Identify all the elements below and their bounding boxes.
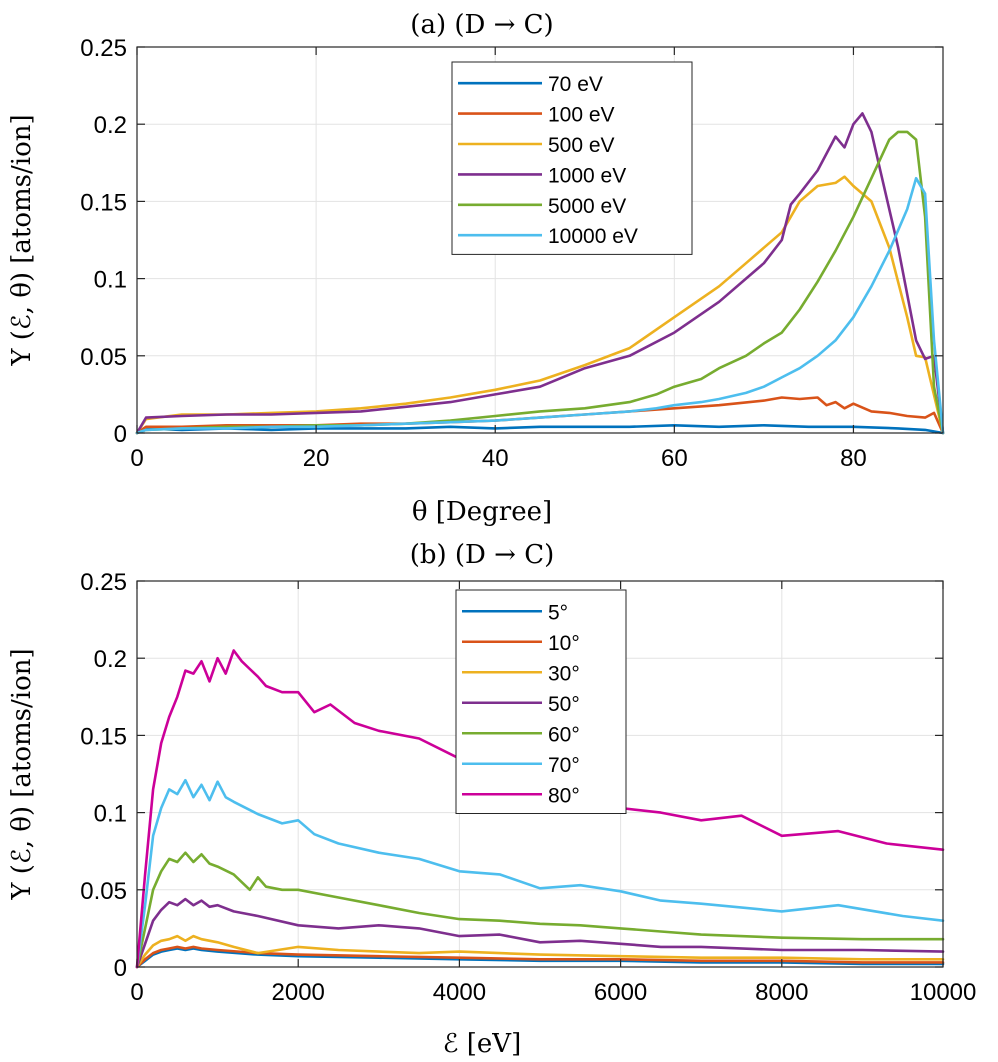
chart-title: (a) (D → C) bbox=[410, 10, 553, 40]
x-axis-label: ℰ [eV] bbox=[443, 1029, 521, 1059]
legend-box bbox=[451, 61, 693, 255]
y-tick-label: 0 bbox=[114, 421, 127, 448]
x-tick-label: 60 bbox=[661, 445, 688, 472]
legend-label: 60° bbox=[548, 723, 580, 746]
legend: 70 eV 100 eV 500 eV 1000 eV 5000 eV 10000 eV bbox=[451, 61, 693, 255]
y-tick-label: 0.25 bbox=[80, 569, 127, 596]
chart-panel-b: 0 2000 4000 6000 8000 10000 0 0.05 0.1 0.15 0.2 0.2… bbox=[7, 540, 976, 1059]
chart-title: (b) (D → C) bbox=[410, 540, 555, 570]
legend-label: 10000 eV bbox=[548, 225, 638, 248]
x-tick-label: 40 bbox=[482, 445, 509, 472]
series-line-500-ev bbox=[135, 175, 945, 435]
x-tick-label: 80 bbox=[840, 445, 867, 472]
y-tick-label: 0.15 bbox=[80, 189, 127, 216]
legend-label: 100 eV bbox=[548, 104, 615, 127]
x-tick-label: 6000 bbox=[594, 979, 647, 1006]
series-line-10- bbox=[135, 945, 945, 969]
legend-label: 30° bbox=[548, 662, 580, 685]
y-tick-label: 0.2 bbox=[94, 646, 127, 673]
y-tick-label: 0.05 bbox=[80, 344, 127, 371]
legend-label: 5000 eV bbox=[548, 195, 626, 218]
x-tick-label: 0 bbox=[130, 445, 143, 472]
series-line-30- bbox=[135, 934, 945, 969]
legend-label: 70° bbox=[548, 754, 580, 777]
series-line-60- bbox=[135, 851, 945, 969]
series-line-80- bbox=[135, 649, 945, 969]
x-tick-label: 0 bbox=[130, 979, 143, 1006]
x-tick-label: 8000 bbox=[755, 979, 808, 1006]
series-line-50- bbox=[135, 897, 945, 969]
series-line-70- bbox=[135, 778, 945, 969]
y-axis-label: Y (ℰ, θ) [atoms/ion] bbox=[7, 114, 37, 366]
series-line-5- bbox=[135, 947, 945, 969]
y-tick-label: 0.2 bbox=[94, 112, 127, 139]
y-tick-label: 0.1 bbox=[94, 801, 127, 828]
legend: 5° 10° 30° 50° 60° 70° 80° bbox=[455, 589, 627, 814]
legend-label: 80° bbox=[548, 784, 580, 807]
legend-label: 50° bbox=[548, 693, 580, 716]
y-tick-label: 0.15 bbox=[80, 723, 127, 750]
x-tick-label: 10000 bbox=[910, 979, 977, 1006]
y-axis-label: Y (ℰ, θ) [atoms/ion] bbox=[7, 648, 37, 900]
x-axis-label: θ [Degree] bbox=[412, 497, 552, 527]
x-tick-label: 20 bbox=[303, 445, 330, 472]
legend-label: 70 eV bbox=[548, 73, 603, 96]
x-tick-label: 2000 bbox=[272, 979, 325, 1006]
axes-box bbox=[136, 580, 944, 968]
y-tick-label: 0.1 bbox=[94, 267, 127, 294]
legend-label: 5° bbox=[548, 601, 568, 624]
legend-label: 1000 eV bbox=[548, 164, 626, 187]
y-tick-label: 0.05 bbox=[80, 878, 127, 905]
axes-box bbox=[136, 46, 944, 434]
x-tick-label: 4000 bbox=[433, 979, 486, 1006]
y-tick-label: 0 bbox=[114, 955, 127, 982]
chart-panel-a: 0 20 40 60 80 0 0.05 0.1 0.15 0.2 0.25 (a) (D → C) θ… bbox=[7, 10, 945, 527]
legend-label: 500 eV bbox=[548, 134, 615, 157]
legend-label: 10° bbox=[548, 632, 580, 655]
y-tick-label: 0.25 bbox=[80, 35, 127, 62]
